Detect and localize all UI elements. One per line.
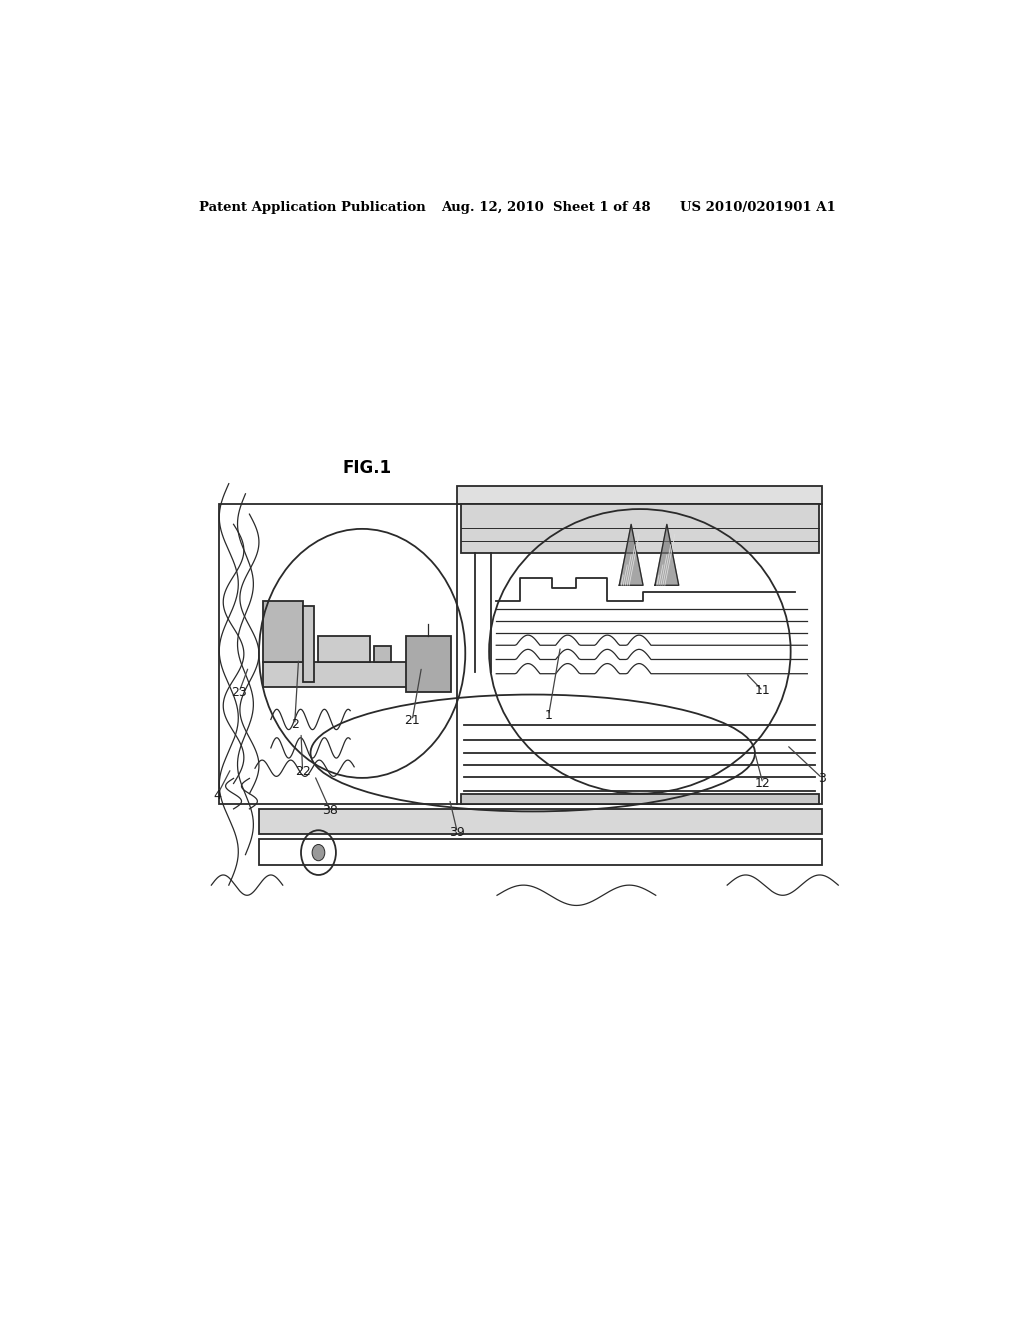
Bar — [461, 793, 819, 804]
Text: FIG.1: FIG.1 — [342, 459, 391, 478]
Bar — [406, 636, 451, 692]
Text: 23: 23 — [231, 685, 247, 698]
Text: Patent Application Publication: Patent Application Publication — [200, 201, 426, 214]
Text: US 2010/0201901 A1: US 2010/0201901 A1 — [680, 201, 836, 214]
Bar — [259, 809, 822, 834]
Text: 1: 1 — [545, 709, 553, 722]
Bar — [259, 840, 822, 865]
Bar — [303, 606, 314, 682]
Bar — [318, 636, 370, 661]
Bar — [374, 647, 391, 661]
Bar — [263, 601, 303, 661]
Text: 11: 11 — [755, 685, 771, 697]
Text: Aug. 12, 2010  Sheet 1 of 48: Aug. 12, 2010 Sheet 1 of 48 — [441, 201, 651, 214]
Bar — [219, 504, 822, 804]
Text: 4: 4 — [213, 789, 221, 803]
Bar — [458, 486, 822, 504]
Bar — [461, 504, 819, 553]
Circle shape — [312, 845, 325, 861]
Polygon shape — [655, 524, 679, 585]
Text: 38: 38 — [323, 804, 338, 817]
Text: 2: 2 — [291, 718, 299, 731]
Polygon shape — [620, 524, 643, 585]
Text: 21: 21 — [404, 714, 420, 727]
Text: 12: 12 — [755, 777, 771, 789]
Text: 22: 22 — [295, 764, 310, 777]
Bar — [263, 661, 441, 686]
Text: 3: 3 — [818, 772, 826, 785]
Text: 39: 39 — [450, 826, 465, 838]
